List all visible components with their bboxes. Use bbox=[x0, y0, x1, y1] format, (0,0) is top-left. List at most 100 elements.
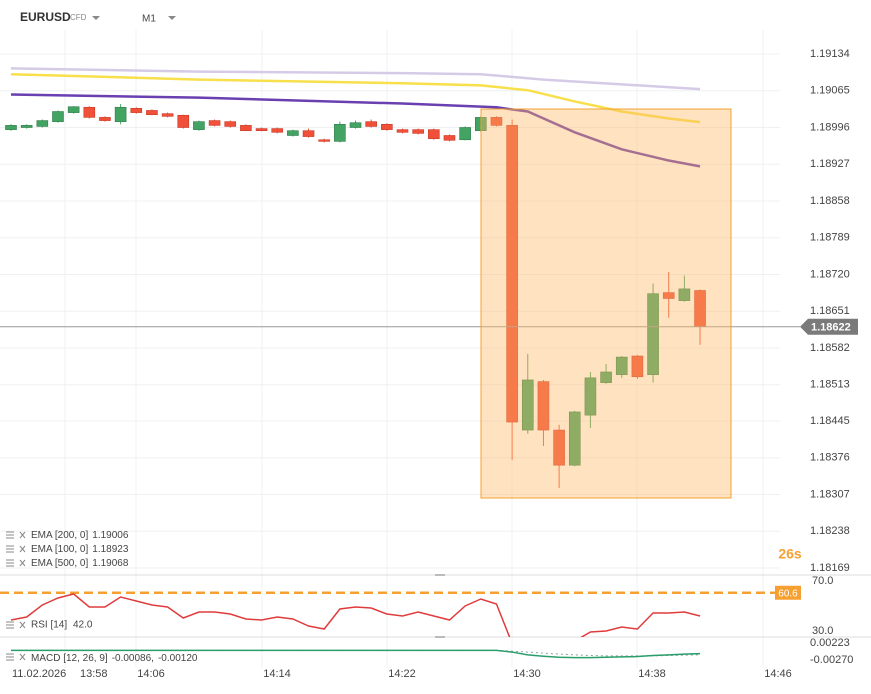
candle-body bbox=[146, 110, 158, 116]
legend-value: 1.19006 bbox=[92, 530, 129, 541]
candle-body bbox=[647, 293, 659, 375]
candle-body bbox=[67, 106, 80, 113]
macd-legend-part: -0.00086, bbox=[112, 653, 154, 664]
y-tick-label: 1.18513 bbox=[810, 379, 850, 391]
y-tick-label: 1.19134 bbox=[810, 48, 850, 60]
y-tick-label: 1.18307 bbox=[810, 488, 850, 500]
x-tick-label: 14:30 bbox=[513, 668, 541, 680]
y-tick-label: 1.18927 bbox=[810, 158, 850, 170]
legend-icon bbox=[6, 545, 26, 553]
candle-body bbox=[52, 111, 64, 122]
macd-tick-label: -0.00270 bbox=[810, 654, 853, 666]
grid bbox=[0, 30, 780, 668]
panel-handle[interactable] bbox=[435, 636, 445, 638]
y-tick-label: 1.18445 bbox=[810, 415, 850, 427]
rsi-level-label: 60.6 bbox=[778, 588, 798, 599]
instrument: CFD bbox=[70, 13, 87, 22]
candle-body bbox=[553, 429, 565, 466]
price-tag-label: 1.18622 bbox=[811, 322, 851, 334]
symbol[interactable]: EURUSD bbox=[20, 10, 71, 24]
x-tick-label: 14:46 bbox=[764, 668, 792, 680]
plot: 1.19134 1.19065 1.18996 1.18927 1.18858 1.187… bbox=[0, 48, 858, 680]
candle-body bbox=[255, 128, 268, 132]
candle-body bbox=[208, 120, 221, 126]
candle-body bbox=[20, 125, 33, 128]
candle-body bbox=[99, 117, 111, 121]
candle-body bbox=[428, 129, 440, 139]
macd-tick-label: 0.00223 bbox=[810, 637, 850, 649]
candle-body bbox=[349, 122, 362, 128]
candle-body bbox=[161, 113, 174, 117]
highlight-box[interactable] bbox=[480, 108, 732, 499]
candle-body bbox=[459, 127, 471, 141]
candle-body bbox=[365, 121, 377, 127]
candle-body bbox=[240, 125, 252, 132]
candle-body bbox=[318, 139, 331, 142]
candle-body bbox=[396, 129, 409, 133]
y-tick-label: 1.18238 bbox=[810, 525, 850, 537]
y-tick-label: 1.18789 bbox=[810, 232, 850, 244]
macd-legend-part: MACD [12, 26, 9] bbox=[31, 653, 108, 664]
y-tick-label: 1.18720 bbox=[810, 268, 850, 280]
macd-legend-part: -0.00120 bbox=[158, 653, 198, 664]
legend-name: EMA [200, 0] bbox=[31, 530, 88, 541]
ema-line bbox=[10, 67, 701, 91]
candle-body bbox=[334, 124, 346, 142]
legend-entry: EMA [500, 0] 1.19068 bbox=[31, 558, 129, 569]
rsi-tick-label: 70.0 bbox=[812, 575, 833, 587]
legend-icon bbox=[6, 559, 26, 567]
x-tick-label: 14:38 bbox=[638, 668, 666, 680]
candle-body bbox=[130, 108, 143, 113]
candle-body bbox=[36, 120, 49, 127]
candle-body bbox=[600, 371, 612, 383]
candle-body bbox=[271, 128, 284, 133]
candle-body bbox=[114, 106, 127, 122]
legend-entry: EMA [200, 0] 1.19006 bbox=[31, 530, 129, 541]
y-tick-label: 1.19065 bbox=[810, 85, 850, 97]
panel-handle[interactable] bbox=[435, 574, 445, 576]
legend-icon bbox=[6, 531, 26, 539]
rsi-name: RSI [14] bbox=[31, 620, 67, 631]
x-tick-label: 11.02.2026 bbox=[12, 668, 66, 680]
candle-body bbox=[287, 130, 299, 136]
candle-body bbox=[443, 135, 456, 141]
legend-entry: EMA [100, 0] 1.18923 bbox=[31, 544, 129, 555]
timeframe[interactable]: M1 bbox=[142, 14, 156, 25]
ema-line bbox=[10, 72, 701, 124]
dropdown-arrow[interactable] bbox=[168, 16, 176, 20]
candle-body bbox=[412, 129, 424, 134]
countdown: 26s bbox=[778, 546, 802, 562]
indicators: 70.0 30.0 60.6 RSI [14] 42.0 0.00223 -0.00270 M… bbox=[0, 575, 853, 666]
candle-body bbox=[521, 379, 534, 431]
rsi-value: 42.0 bbox=[73, 620, 93, 631]
candle-body bbox=[5, 125, 17, 130]
y-tick-label: 1.18169 bbox=[810, 562, 850, 574]
candle-body bbox=[537, 381, 550, 431]
rsi-line bbox=[10, 593, 701, 637]
candle-body bbox=[568, 411, 581, 466]
candle-body bbox=[506, 125, 518, 423]
candle-body bbox=[615, 356, 628, 375]
dropdown-arrow[interactable] bbox=[92, 16, 100, 20]
candle-body bbox=[490, 117, 503, 126]
rsi-level-tag bbox=[775, 585, 801, 600]
candle-body bbox=[83, 106, 96, 118]
candle-body bbox=[193, 121, 205, 130]
rsi-tick-label: 30.0 bbox=[812, 625, 833, 637]
legend-value: 1.19068 bbox=[92, 558, 129, 569]
x-tick-label: 14:14 bbox=[263, 668, 291, 680]
macd-legend: MACD [12, 26, 9] -0.00086, -0.00120 bbox=[31, 653, 198, 664]
y-tick-label: 1.18858 bbox=[810, 195, 850, 207]
candle-body bbox=[224, 121, 237, 127]
legend-icon bbox=[6, 621, 26, 629]
candle-body bbox=[177, 114, 190, 128]
x-tick-label: 13:58 bbox=[80, 668, 108, 680]
candle-body bbox=[381, 124, 393, 130]
legend-name: EMA [100, 0] bbox=[31, 544, 88, 555]
macd-line bbox=[11, 649, 701, 659]
candle-body bbox=[678, 288, 691, 301]
y-tick-label: 1.18996 bbox=[810, 121, 850, 133]
legend-name: EMA [500, 0] bbox=[31, 558, 88, 569]
candle-body bbox=[302, 130, 315, 137]
